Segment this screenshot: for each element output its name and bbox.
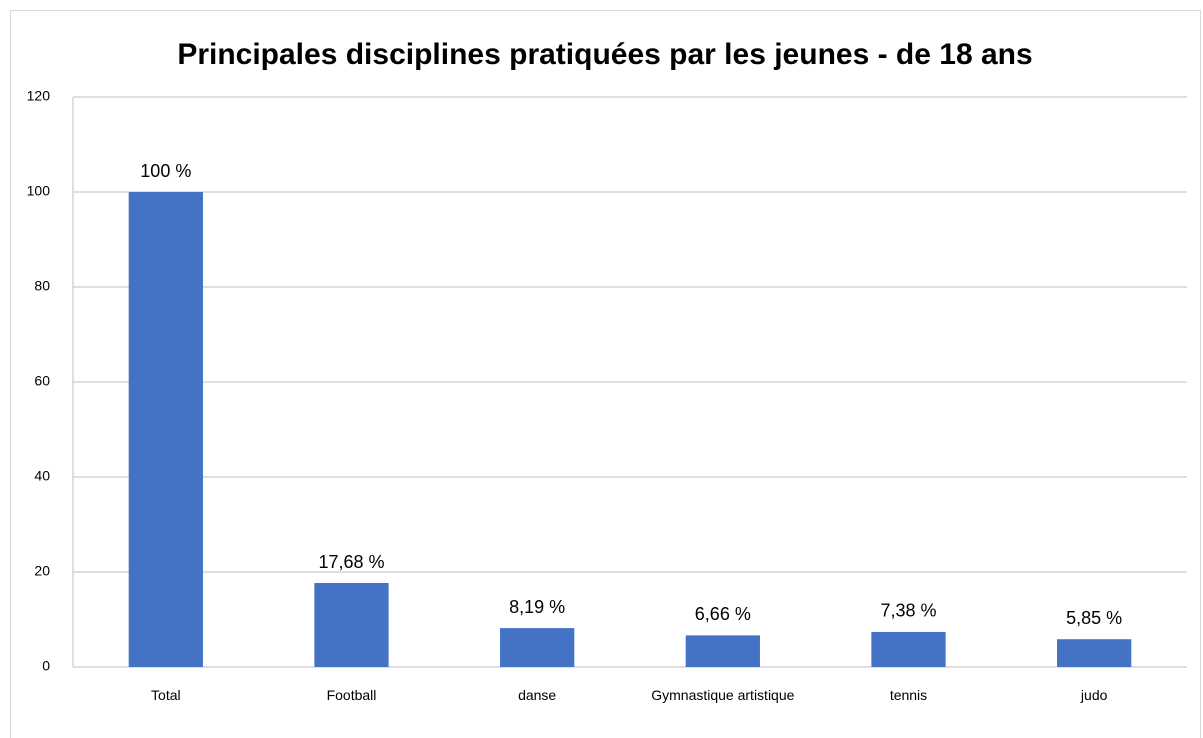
y-tick-label: 100 <box>27 183 51 199</box>
bar <box>871 631 946 667</box>
chart-title: Principales disciplines pratiquées par l… <box>177 38 1032 71</box>
x-tick-label: Gymnastique artistique <box>651 687 795 703</box>
bar <box>314 583 389 667</box>
x-tick-label: judo <box>1080 687 1108 703</box>
bar <box>128 192 203 667</box>
data-label: 8,19 % <box>509 597 565 617</box>
bar <box>500 628 575 667</box>
bar <box>1057 639 1132 667</box>
data-label: 100 % <box>140 161 191 181</box>
bar <box>685 635 760 667</box>
y-tick-label: 60 <box>34 373 50 389</box>
data-label: 6,66 % <box>695 604 751 624</box>
data-label: 7,38 % <box>880 601 936 621</box>
chart-frame <box>10 10 1201 738</box>
y-tick-label: 0 <box>42 658 50 674</box>
data-label: 17,68 % <box>318 552 384 572</box>
y-tick-label: 20 <box>34 563 50 579</box>
y-tick-label: 40 <box>34 468 50 484</box>
x-tick-label: Total <box>151 687 181 703</box>
y-tick-label: 80 <box>34 278 50 294</box>
y-tick-label: 120 <box>27 88 51 104</box>
x-tick-label: Football <box>326 687 377 703</box>
x-tick-label: tennis <box>889 687 928 703</box>
x-tick-label: danse <box>518 687 557 703</box>
data-label: 5,85 % <box>1066 608 1122 628</box>
